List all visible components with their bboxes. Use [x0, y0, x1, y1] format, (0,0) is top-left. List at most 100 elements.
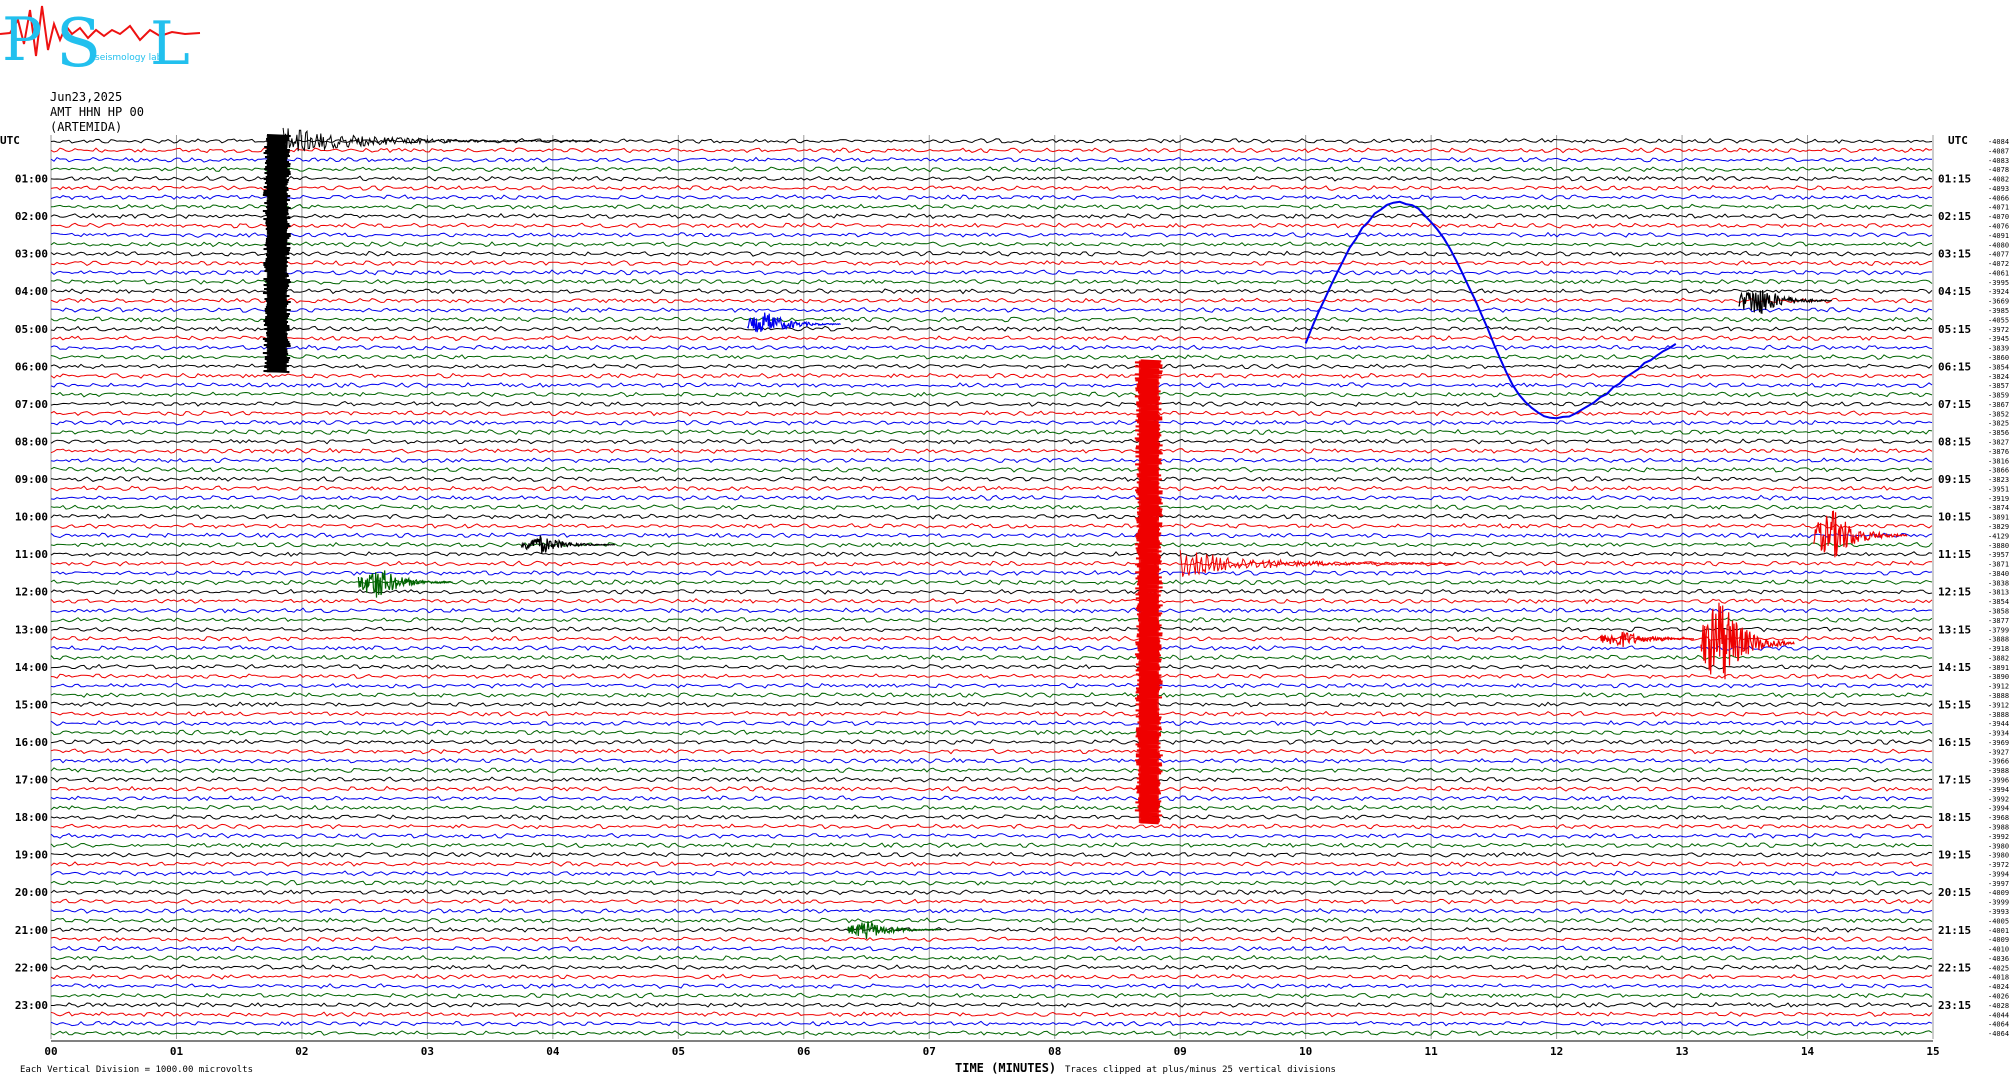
left-axis-title: UTC	[0, 134, 20, 147]
row-offset-label: -3669	[1988, 298, 2009, 306]
x-tick-label: 04	[546, 1045, 560, 1058]
trace-row	[50, 973, 1933, 980]
x-tick-label: 00	[44, 1045, 57, 1058]
trace-row	[50, 889, 1933, 896]
row-offset-label: -4024	[1988, 983, 2009, 991]
left-hour-label: 12:00	[15, 586, 48, 599]
x-tick-label: 09	[1174, 1045, 1187, 1058]
left-hour-label: 11:00	[15, 548, 48, 561]
logo-letter-s: S	[56, 5, 101, 80]
right-hour-label: 06:15	[1938, 360, 1971, 373]
row-offset-label: -3994	[1988, 870, 2009, 878]
row-offset-label: -3919	[1988, 495, 2009, 503]
row-offset-label: -3945	[1988, 335, 2009, 343]
left-hour-label: 20:00	[15, 886, 48, 899]
row-offset-label: -4009	[1988, 936, 2009, 944]
row-offset-label: -3951	[1988, 485, 2009, 493]
trace-row	[50, 823, 1933, 830]
trace-row	[50, 879, 1933, 886]
row-offset-label: -4044	[1988, 1011, 2009, 1019]
right-hour-label: 08:15	[1938, 435, 1971, 448]
event-mark	[847, 920, 942, 939]
grid	[50, 135, 1934, 1042]
row-offset-label: -3854	[1988, 363, 2009, 371]
trace-row	[50, 720, 1933, 727]
trace-row	[50, 372, 1933, 379]
trace-row	[50, 767, 1933, 774]
trace-row	[50, 860, 1933, 867]
axis-labels: UTC UTC 01:00 02:00 03:00 04:00 05:00 06:00 07:0…	[0, 134, 2009, 1058]
trace-row	[50, 926, 1933, 933]
row-offset-label: -3871	[1988, 561, 2009, 569]
row-offset-label: -3966	[1988, 758, 2009, 766]
row-offset-label: -3912	[1988, 701, 2009, 709]
row-offset-label: -3891	[1988, 664, 2009, 672]
trace-row	[50, 250, 1933, 257]
trace-row	[50, 729, 1933, 736]
row-offset-label: -4055	[1988, 316, 2009, 324]
row-offset-label: -3985	[1988, 307, 2009, 315]
row-offset-label: -3880	[1988, 542, 2009, 550]
left-hour-label: 03:00	[15, 248, 48, 261]
event-mark	[357, 570, 453, 598]
trace-row	[50, 635, 1933, 642]
right-hour-label: 18:15	[1938, 811, 1971, 824]
left-hour-label: 21:00	[15, 924, 48, 937]
trace-row	[50, 579, 1933, 586]
right-hour-label: 15:15	[1938, 698, 1971, 711]
row-offset-label: -3858	[1988, 608, 2009, 616]
left-hour-label: 18:00	[15, 811, 48, 824]
row-offset-label: -4018	[1988, 974, 2009, 982]
trace-row	[50, 325, 1933, 332]
trace-row	[50, 908, 1933, 914]
trace-row	[50, 166, 1933, 173]
row-offset-label: -4083	[1988, 157, 2009, 165]
x-tick-label: 11	[1425, 1045, 1439, 1058]
event-mark	[520, 535, 616, 554]
row-offset-label: -4064	[1988, 1030, 2009, 1038]
row-offset-label: -3972	[1988, 326, 2009, 334]
row-offset-label: -4010	[1988, 946, 2009, 954]
row-offset-label: -3876	[1988, 448, 2009, 456]
trace-row	[50, 410, 1933, 417]
row-offset-label: -3799	[1988, 626, 2009, 634]
left-hour-label: 01:00	[15, 173, 48, 186]
right-hour-label: 05:15	[1938, 323, 1971, 336]
footer-clip-note: Traces clipped at plus/minus 25 vertical…	[1065, 1065, 1336, 1075]
right-hour-label: 21:15	[1938, 924, 1971, 937]
row-offset-label: -3994	[1988, 786, 2009, 794]
trace-row	[50, 682, 1933, 689]
trace-row	[50, 213, 1933, 220]
right-hour-label: 02:15	[1938, 210, 1971, 223]
events	[262, 127, 1908, 939]
trace-row	[50, 476, 1933, 482]
trace-row	[50, 354, 1933, 360]
row-offset-label: -4072	[1988, 260, 2009, 268]
right-hour-label: 20:15	[1938, 886, 1971, 899]
row-offset-label: -3997	[1988, 880, 2009, 888]
row-offset-label: -3816	[1988, 457, 2009, 465]
row-offset-label: -4078	[1988, 166, 2009, 174]
logo-caption: seismology lab	[95, 53, 163, 63]
trace-row	[50, 307, 1933, 313]
row-offset-label: -3825	[1988, 420, 2009, 428]
trace-row	[50, 607, 1933, 614]
x-tick-label: 10	[1299, 1045, 1312, 1058]
trace-row	[50, 504, 1933, 511]
trace-row	[50, 936, 1933, 943]
trace-row	[50, 832, 1933, 839]
trace-row	[50, 598, 1933, 605]
trace-row	[50, 428, 1933, 436]
left-hour-label: 13:00	[15, 623, 48, 636]
row-offset-label: -3957	[1988, 551, 2009, 559]
trace-row	[50, 523, 1933, 529]
row-offset-label: -4087	[1988, 147, 2009, 155]
event-mark	[1599, 630, 1695, 648]
row-offset-label: -4036	[1988, 955, 2009, 963]
trace-row	[50, 363, 1933, 370]
event-mark	[1700, 602, 1795, 680]
x-tick-label: 12	[1550, 1045, 1563, 1058]
row-offset-label: -3944	[1988, 720, 2009, 728]
left-hour-label: 19:00	[15, 849, 48, 862]
